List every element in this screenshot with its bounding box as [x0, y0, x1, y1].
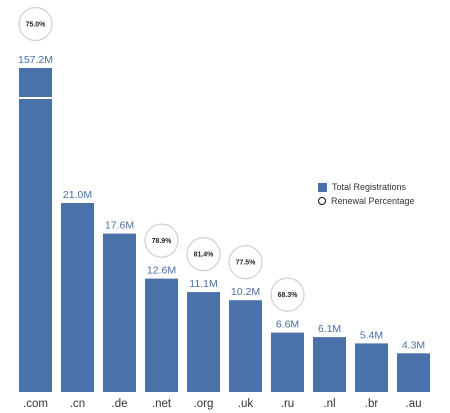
bar-com: [19, 68, 52, 392]
renewal-circle: [270, 277, 305, 312]
bar-value-label: 12.6M: [147, 265, 176, 277]
renewal-value-label: 81.4%: [194, 252, 215, 259]
renewal-circle: [186, 237, 221, 272]
bar-org: [187, 292, 220, 392]
category-label: .nl: [323, 398, 335, 410]
bars-group: [18, 68, 430, 392]
bar-value-label: 6.6M: [276, 319, 299, 331]
bar-au: [397, 353, 430, 392]
category-label: .com: [23, 398, 48, 410]
bar-value-label: 6.1M: [318, 323, 341, 335]
category-label: .uk: [238, 398, 254, 410]
renewal-circles-group: [18, 6, 305, 312]
bar-cn: [61, 203, 94, 392]
bar-nl: [313, 337, 346, 392]
category-label: .au: [406, 398, 422, 410]
category-label: .br: [365, 398, 379, 410]
legend: Total Registrations Renewal Percentage: [318, 180, 415, 208]
bar-net: [145, 278, 178, 392]
renewal-value-label: 75.0%: [26, 22, 47, 29]
category-label: .org: [194, 398, 214, 410]
bar-uk: [229, 300, 262, 392]
bar-value-label: 10.2M: [231, 286, 260, 298]
legend-item-registrations: Total Registrations: [318, 180, 415, 194]
legend-label-registrations: Total Registrations: [332, 182, 407, 192]
category-label: .de: [112, 398, 128, 410]
bar-value-label: 17.6M: [105, 220, 134, 232]
renewal-value-label: 78.9%: [152, 238, 173, 245]
renewal-value-label: 68.3%: [278, 292, 299, 299]
renewal-circle: [144, 223, 179, 258]
category-label: .cn: [70, 398, 85, 410]
renewal-circle: [18, 6, 53, 42]
bar-value-label: 4.3M: [402, 339, 425, 351]
legend-item-renewal: Renewal Percentage: [318, 194, 415, 208]
registrations-swatch: [318, 182, 327, 192]
bar-br: [355, 343, 388, 392]
bar-value-label: 5.4M: [360, 329, 383, 341]
bar-value-label: 157.2M: [18, 54, 53, 66]
bar-de: [103, 233, 136, 392]
bar-ru: [271, 332, 304, 392]
renewal-circle: [228, 245, 263, 280]
bar-value-label: 21.0M: [63, 189, 92, 201]
legend-label-renewal: Renewal Percentage: [331, 196, 415, 206]
bar-value-label: 11.1M: [189, 278, 217, 290]
renewal-value-label: 77.5%: [236, 260, 257, 267]
labels-group: 157.2M .com 75.0% 21.0M .cn 17.6M .de 12.6M .net…: [18, 22, 425, 411]
category-label: .net: [152, 398, 172, 410]
category-label: .ru: [281, 398, 294, 410]
renewal-swatch: [318, 197, 326, 205]
